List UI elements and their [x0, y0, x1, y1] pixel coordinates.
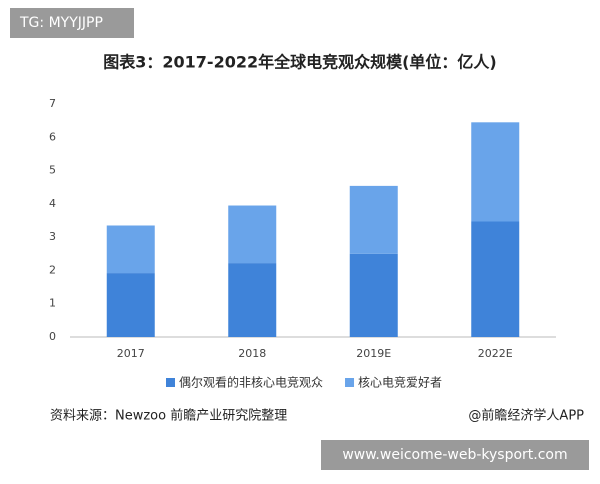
y-tick-label: 7 [49, 97, 56, 110]
bar-segment [228, 263, 277, 337]
bar-segment [471, 221, 520, 337]
y-tick-label: 0 [49, 330, 56, 343]
x-tick-label: 2022E [478, 347, 513, 360]
chart-title: 图表3：2017-2022年全球电竞观众规模(单位：亿人) [103, 53, 496, 72]
y-tick-label: 1 [49, 297, 56, 310]
x-tick-label: 2017 [117, 347, 145, 360]
legend-swatch [166, 378, 175, 387]
tag-box [10, 8, 134, 38]
x-tick-label: 2018 [238, 347, 266, 360]
legend-label: 核心电竞爱好者 [358, 376, 442, 390]
bar-segment [106, 225, 155, 274]
y-tick-label: 3 [49, 230, 56, 243]
y-tick-label: 5 [49, 164, 56, 177]
y-tick-label: 2 [49, 263, 56, 276]
tag: TG: MYYJJPP [19, 15, 103, 31]
legend-label: 偶尔观看的非核心电竞观众 [179, 375, 323, 390]
y-tick-label: 4 [49, 197, 56, 210]
credit: @前瞻经济学人APP [468, 408, 584, 424]
bar-segment [106, 273, 155, 337]
bar-segment [228, 205, 277, 264]
bar-segment [349, 185, 398, 254]
bar-segment [349, 253, 398, 337]
watermark: www.weicome-web-kysport.com [342, 447, 567, 463]
bar-segment [471, 122, 520, 222]
source: 资料来源：Newzoo 前瞻产业研究院整理 [50, 408, 287, 424]
watermark-box [321, 440, 589, 470]
legend-swatch [345, 378, 355, 387]
x-tick-label: 2019E [356, 347, 391, 360]
y-tick-label: 6 [49, 130, 56, 143]
